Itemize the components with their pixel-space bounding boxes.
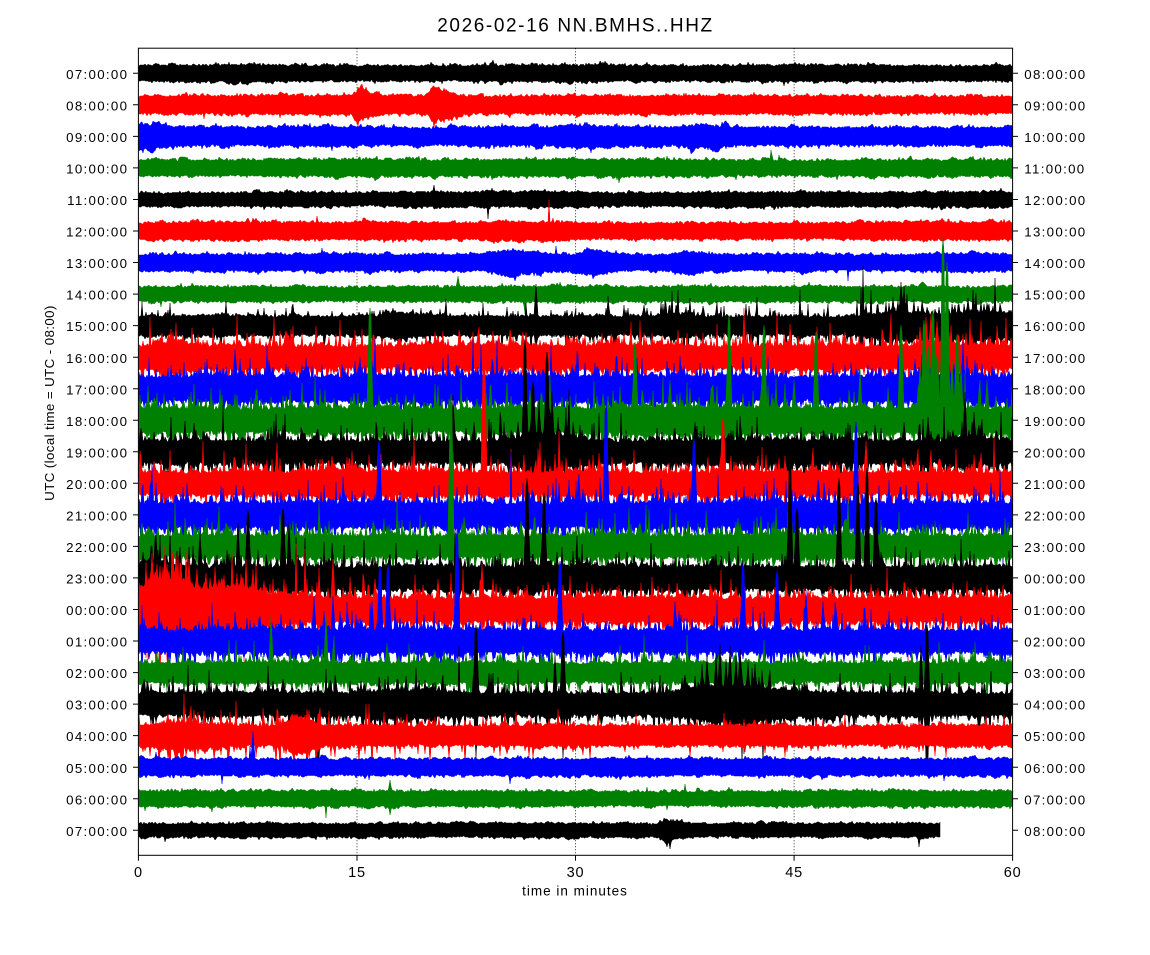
svg-text:10:00:00: 10:00:00 <box>1024 130 1086 145</box>
svg-text:0: 0 <box>134 865 143 881</box>
svg-text:10:00:00: 10:00:00 <box>66 162 128 177</box>
svg-text:11:00:00: 11:00:00 <box>1024 162 1085 177</box>
svg-text:00:00:00: 00:00:00 <box>1024 572 1086 587</box>
svg-text:19:00:00: 19:00:00 <box>66 445 128 460</box>
svg-text:08:00:00: 08:00:00 <box>1024 67 1086 82</box>
svg-text:21:00:00: 21:00:00 <box>1024 477 1086 492</box>
svg-text:15:00:00: 15:00:00 <box>66 319 128 334</box>
svg-text:time in minutes: time in minutes <box>522 884 628 899</box>
svg-text:09:00:00: 09:00:00 <box>1024 98 1086 113</box>
svg-text:16:00:00: 16:00:00 <box>66 351 128 366</box>
svg-text:23:00:00: 23:00:00 <box>66 572 128 587</box>
svg-text:09:00:00: 09:00:00 <box>66 130 128 145</box>
svg-text:01:00:00: 01:00:00 <box>66 635 128 650</box>
svg-text:02:00:00: 02:00:00 <box>1024 635 1086 650</box>
svg-text:07:00:00: 07:00:00 <box>1024 792 1086 807</box>
svg-text:05:00:00: 05:00:00 <box>66 761 128 776</box>
svg-text:17:00:00: 17:00:00 <box>66 382 128 397</box>
svg-text:03:00:00: 03:00:00 <box>66 698 128 713</box>
svg-text:19:00:00: 19:00:00 <box>1024 414 1086 429</box>
svg-text:07:00:00: 07:00:00 <box>66 824 128 839</box>
svg-text:06:00:00: 06:00:00 <box>66 792 128 807</box>
svg-text:04:00:00: 04:00:00 <box>66 729 128 744</box>
svg-text:13:00:00: 13:00:00 <box>66 256 128 271</box>
svg-text:45: 45 <box>785 865 803 881</box>
svg-text:30: 30 <box>567 865 585 881</box>
svg-text:60: 60 <box>1004 865 1022 881</box>
svg-text:07:00:00: 07:00:00 <box>66 67 128 82</box>
svg-text:21:00:00: 21:00:00 <box>66 509 128 524</box>
svg-text:20:00:00: 20:00:00 <box>66 477 128 492</box>
svg-text:00:00:00: 00:00:00 <box>66 603 128 618</box>
svg-text:12:00:00: 12:00:00 <box>1024 193 1086 208</box>
svg-text:13:00:00: 13:00:00 <box>1024 225 1086 240</box>
svg-text:14:00:00: 14:00:00 <box>1024 256 1086 271</box>
svg-text:11:00:00: 11:00:00 <box>67 193 128 208</box>
svg-text:2026-02-16 NN.BMHS..HHZ: 2026-02-16 NN.BMHS..HHZ <box>437 16 714 37</box>
svg-text:23:00:00: 23:00:00 <box>1024 540 1086 555</box>
svg-text:05:00:00: 05:00:00 <box>1024 729 1086 744</box>
svg-text:15: 15 <box>348 865 366 881</box>
svg-text:18:00:00: 18:00:00 <box>66 414 128 429</box>
svg-text:02:00:00: 02:00:00 <box>66 666 128 681</box>
svg-text:08:00:00: 08:00:00 <box>66 98 128 113</box>
svg-text:04:00:00: 04:00:00 <box>1024 698 1086 713</box>
svg-text:17:00:00: 17:00:00 <box>1024 351 1086 366</box>
svg-text:18:00:00: 18:00:00 <box>1024 382 1086 397</box>
svg-text:12:00:00: 12:00:00 <box>66 225 128 240</box>
svg-text:01:00:00: 01:00:00 <box>1024 603 1086 618</box>
svg-text:08:00:00: 08:00:00 <box>1024 824 1086 839</box>
svg-text:22:00:00: 22:00:00 <box>1024 509 1086 524</box>
svg-text:22:00:00: 22:00:00 <box>66 540 128 555</box>
svg-text:14:00:00: 14:00:00 <box>66 288 128 303</box>
svg-text:20:00:00: 20:00:00 <box>1024 445 1086 460</box>
svg-text:03:00:00: 03:00:00 <box>1024 666 1086 681</box>
svg-text:UTC (local time = UTC - 08:00): UTC (local time = UTC - 08:00) <box>42 305 57 501</box>
svg-text:06:00:00: 06:00:00 <box>1024 761 1086 776</box>
svg-text:15:00:00: 15:00:00 <box>1024 288 1086 303</box>
svg-text:16:00:00: 16:00:00 <box>1024 319 1086 334</box>
